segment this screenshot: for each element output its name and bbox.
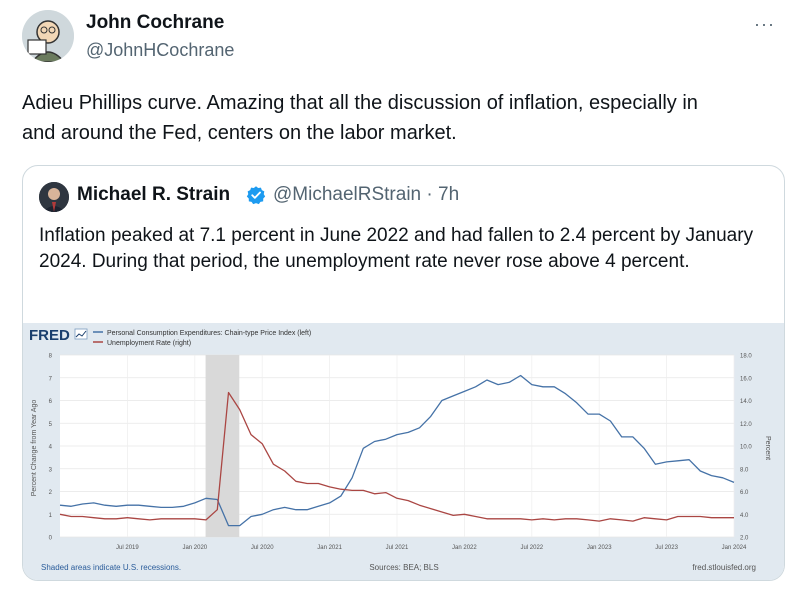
right-axis-tick: 6.0 [740, 490, 749, 496]
series-line-unemployment [59, 391, 734, 522]
right-axis-tick: 10.0 [740, 445, 752, 451]
footer-sources: Sources: BEA; BLS [369, 563, 438, 572]
fred-logo-icon [74, 328, 88, 340]
x-axis-tick: Jul 2020 [251, 545, 274, 551]
more-options-icon[interactable]: ··· [754, 14, 775, 34]
author-avatar[interactable] [22, 10, 74, 62]
quoted-tweet-text: Inflation peaked at 7.1 percent in June … [39, 225, 754, 272]
right-axis-tick: 14.0 [740, 399, 752, 405]
quoted-author-meta[interactable]: @MichaelRStrain · 7h [273, 184, 459, 206]
chart-canvas: FRED Personal Consumption Expenditures: … [29, 327, 771, 572]
left-axis-tick: 4 [49, 445, 53, 451]
right-axis-tick: 18.0 [740, 354, 752, 360]
quoted-author-handle[interactable]: @MichaelRStrain [273, 184, 422, 205]
gridlines [60, 354, 735, 538]
footer-fred-url[interactable]: fred.stlouisfed.org [692, 563, 756, 572]
left-axis-tick: 2 [49, 490, 53, 496]
x-axis-tick: Jan 2021 [317, 545, 342, 551]
left-axis-tick: 3 [49, 467, 53, 473]
x-axis-tick: Jan 2022 [452, 545, 477, 551]
x-axis-tick: Jan 2023 [587, 545, 612, 551]
author-name[interactable]: John Cochrane [86, 12, 225, 33]
series-line-pce [59, 374, 735, 527]
left-axis-tick: 0 [49, 536, 53, 542]
quoted-tweet[interactable]: Michael R. Strain @MichaelRStrain · 7h I… [22, 165, 785, 581]
meta-separator: · [426, 184, 433, 205]
right-axis-tick: 4.0 [740, 513, 749, 519]
right-axis-tick: 2.0 [740, 536, 749, 542]
recession-shading [205, 355, 240, 537]
x-axis-tick: Jul 2022 [520, 545, 543, 551]
author-handle[interactable]: @JohnHCochrane [86, 40, 235, 60]
quoted-author-name[interactable]: Michael R. Strain [77, 184, 231, 205]
left-axis-ticks: 0 1 2 3 4 5 6 7 8 [49, 354, 53, 542]
legend-label-unrate: Unemployment Rate (right) [107, 340, 191, 347]
left-axis-tick: 6 [49, 399, 53, 405]
x-axis-tick: Jul 2021 [386, 545, 409, 551]
right-axis-tick: 8.0 [740, 467, 749, 473]
x-axis-tick: Jan 2020 [182, 545, 207, 551]
tweet-text: Adieu Phillips curve. Amazing that all t… [22, 92, 698, 144]
quoted-author-avatar[interactable] [39, 182, 69, 212]
quoted-timestamp[interactable]: 7h [438, 184, 460, 205]
x-axis-tick: Jul 2019 [116, 545, 139, 551]
x-axis-tick: Jan 2024 [722, 545, 747, 551]
left-axis-tick: 8 [49, 354, 53, 360]
series-lines [59, 374, 735, 527]
x-axis-tick: Jul 2023 [655, 545, 678, 551]
left-axis-tick: 7 [49, 376, 53, 382]
left-axis-tick: 1 [49, 513, 53, 519]
legend-label-pce: Personal Consumption Expenditures: Chain… [107, 330, 311, 337]
verified-badge-icon [246, 186, 266, 205]
right-axis-tick: 16.0 [740, 376, 752, 382]
footer-recession-note[interactable]: Shaded areas indicate U.S. recessions. [41, 563, 181, 572]
left-axis-label: Percent Change from Year Ago [31, 400, 38, 497]
fred-chart: FRED Personal Consumption Expenditures: … [23, 323, 784, 580]
fred-logo: FRED [29, 327, 70, 344]
x-axis-ticks: Jul 2019 Jan 2020 Jul 2020 Jan 2021 Jul 2021… [116, 545, 747, 551]
left-axis-tick: 5 [49, 422, 53, 428]
right-axis-tick: 12.0 [740, 422, 752, 428]
right-axis-label: Percent [764, 436, 771, 460]
right-axis-ticks: 2.0 4.0 6.0 8.0 10.0 12.0 14.0 16.0 18.0 [740, 354, 752, 542]
